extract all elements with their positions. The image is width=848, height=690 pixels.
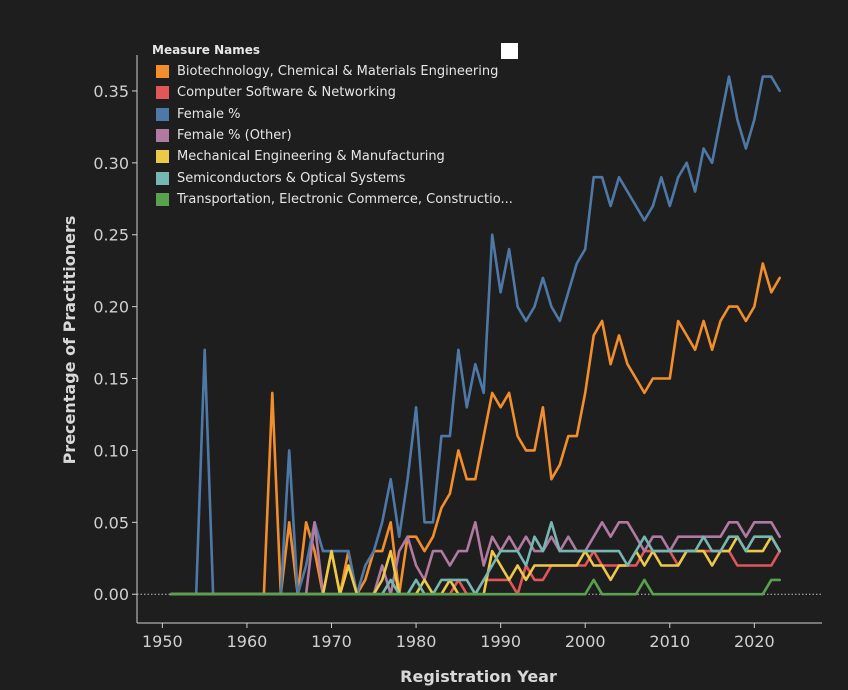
x-tick-label: 1950 — [142, 632, 183, 651]
series-line-4 — [169, 535, 782, 596]
legend-label: Female % (Other) — [177, 128, 292, 144]
series-line-5 — [169, 520, 782, 596]
legend-swatch — [156, 192, 169, 206]
legend-toggle-button[interactable] — [501, 43, 518, 59]
legend-swatch — [156, 107, 169, 121]
legend-item[interactable]: Transportation, Electronic Commerce, Con… — [150, 189, 513, 210]
legend-swatch — [156, 171, 169, 185]
x-tick-label: 2000 — [565, 632, 606, 651]
series-line-3 — [169, 520, 782, 596]
legend-title: Measure Names — [152, 43, 261, 57]
y-tick-label: 0.35 — [93, 82, 129, 101]
y-tick-label: 0.20 — [93, 298, 129, 317]
x-tick-label: 1970 — [311, 632, 352, 651]
legend-item[interactable]: Semiconductors & Optical Systems — [150, 167, 513, 188]
legend-item[interactable]: Biotechnology, Chemical & Materials Engi… — [150, 61, 513, 82]
x-tick-label: 1990 — [480, 632, 521, 651]
y-tick-label: 0.15 — [93, 370, 129, 389]
legend-label: Transportation, Electronic Commerce, Con… — [177, 191, 513, 207]
x-axis-title: Registration Year — [400, 667, 557, 686]
y-tick-label: 0.10 — [93, 441, 129, 460]
series-line-6 — [169, 578, 782, 596]
series-line-0 — [169, 262, 782, 596]
x-tick-label: 1960 — [227, 632, 268, 651]
legend-item[interactable]: Female % — [150, 104, 513, 125]
y-tick-label: 0.25 — [93, 226, 129, 245]
y-tick-label: 0.00 — [93, 585, 129, 604]
x-tick-label: 2010 — [649, 632, 690, 651]
legend-swatch — [156, 129, 169, 143]
legend-item[interactable]: Mechanical Engineering & Manufacturing — [150, 146, 513, 167]
legend-swatch — [156, 65, 169, 79]
legend-label: Mechanical Engineering & Manufacturing — [177, 149, 445, 165]
legend-label: Biotechnology, Chemical & Materials Engi… — [177, 64, 499, 80]
y-tick-label: 0.05 — [93, 513, 129, 532]
y-tick-label: 0.30 — [93, 154, 129, 173]
legend-item[interactable]: Female % (Other) — [150, 125, 513, 146]
x-tick-label: 1980 — [396, 632, 437, 651]
legend-label: Female % — [177, 106, 241, 122]
legend-label: Semiconductors & Optical Systems — [177, 170, 406, 186]
legend-swatch — [156, 150, 169, 164]
y-axis-title: Precentage of Practitioners — [60, 216, 79, 465]
legend: Measure Names Biotechnology, Chemical & … — [150, 43, 513, 210]
legend-item[interactable]: Computer Software & Networking — [150, 82, 513, 103]
series-line-1 — [169, 549, 782, 596]
legend-swatch — [156, 86, 169, 100]
x-tick-label: 2020 — [734, 632, 775, 651]
legend-label: Computer Software & Networking — [177, 85, 396, 101]
